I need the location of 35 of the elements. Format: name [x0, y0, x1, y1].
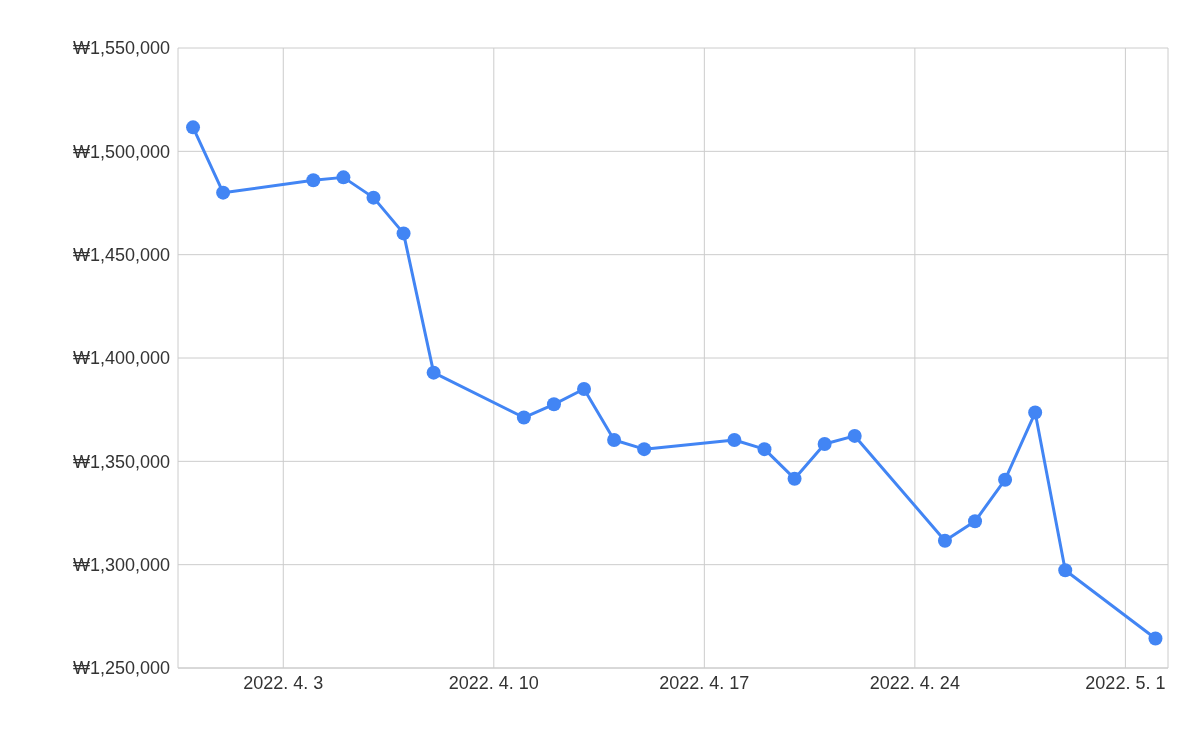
point	[998, 472, 1013, 487]
point	[366, 190, 381, 205]
point	[607, 433, 622, 448]
point	[396, 226, 411, 241]
point	[1028, 405, 1043, 420]
point	[426, 365, 441, 380]
point	[516, 410, 531, 425]
point	[577, 382, 592, 396]
point	[336, 170, 351, 185]
point	[787, 471, 802, 486]
point	[306, 173, 321, 188]
x-tick-label: 2022. 5. 1	[1085, 672, 1166, 693]
x-tick-label: 2022. 4. 10	[448, 672, 539, 693]
x-tick-label: 2022. 4. 17	[659, 672, 750, 693]
point	[847, 428, 862, 443]
y-tick-label: ₩1,300,000	[72, 555, 170, 576]
point	[817, 436, 832, 451]
point	[727, 433, 742, 448]
point	[968, 514, 983, 529]
point	[637, 442, 652, 457]
point	[1148, 631, 1163, 646]
point	[1058, 563, 1073, 578]
x-tick-label: 2022. 4. 24	[869, 672, 960, 693]
y-tick-label: ₩1,450,000	[72, 245, 170, 266]
point	[937, 533, 952, 548]
point	[216, 185, 231, 200]
y-tick-label: ₩1,350,000	[72, 451, 170, 472]
point	[546, 397, 561, 412]
point	[757, 442, 772, 457]
x-tick-label: 2022. 4. 3	[243, 672, 324, 693]
y-tick-label: ₩1,550,000	[72, 38, 170, 59]
y-tick-label: ₩1,250,000	[72, 658, 170, 679]
y-tick-label: ₩1,400,000	[72, 348, 170, 369]
y-tick-label: ₩1,500,000	[72, 141, 170, 162]
point	[186, 120, 201, 135]
